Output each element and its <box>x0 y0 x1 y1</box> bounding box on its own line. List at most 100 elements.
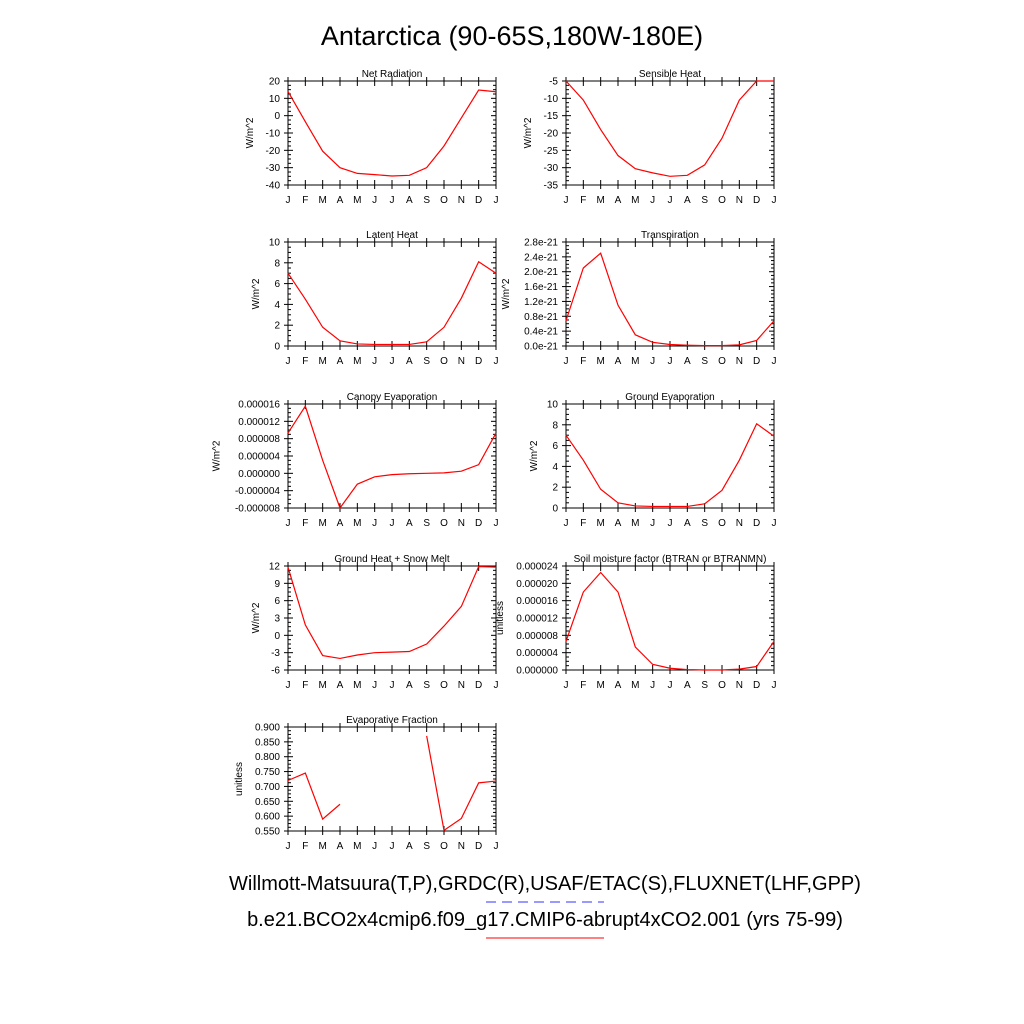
panel-4: Transpiration W/m^2 0.0e-21 0.4e-21 0.8e-21 1… <box>501 230 777 367</box>
x-tick-label: M <box>596 195 604 206</box>
x-tick-label: F <box>580 356 586 367</box>
x-tick-label: J <box>494 195 499 206</box>
x-tick-label: A <box>615 356 622 367</box>
x-tick-label: M <box>318 841 326 852</box>
plot-frame <box>287 403 497 509</box>
x-tick-label: F <box>580 680 586 691</box>
x-tick-label: O <box>440 680 448 691</box>
panel-8: Soil moisture factor (BTRAN or BTRANMN) u… <box>495 554 776 691</box>
x-tick-label: J <box>372 195 377 206</box>
x-tick-label: D <box>475 195 482 206</box>
x-tick-label: O <box>718 680 726 691</box>
x-tick-label: M <box>353 356 361 367</box>
x-tick-label: J <box>372 356 377 367</box>
x-tick-label: J <box>390 841 395 852</box>
y-tick-label: 2 <box>274 321 280 332</box>
legend-label-2: b.e21.BCO2x4cmip6.f09_g17.CMIP6-abrupt4x… <box>247 909 843 931</box>
y-tick-label: 10 <box>269 238 281 249</box>
y-tick-label: 0.000012 <box>516 614 558 625</box>
x-tick-label: J <box>650 356 655 367</box>
plot-frame <box>287 726 497 832</box>
x-tick-label: D <box>753 680 760 691</box>
series-line <box>287 772 341 821</box>
y-tick-label: 9 <box>274 579 280 590</box>
x-tick-label: M <box>318 518 326 529</box>
x-tick-label: S <box>701 195 708 206</box>
x-tick-label: A <box>337 518 344 529</box>
plot-frame <box>287 241 497 347</box>
plot-frame <box>565 565 775 671</box>
panel-5: Canopy Evaporation W/m^2 -0.000008 -0.00000… <box>212 392 499 529</box>
x-tick-label: M <box>353 680 361 691</box>
y-tick-label: 0 <box>274 342 280 353</box>
y-tick-label: 0 <box>552 504 558 515</box>
y-tick-label: 4 <box>274 300 280 311</box>
x-tick-label: A <box>615 195 622 206</box>
x-tick-label: J <box>668 195 673 206</box>
y-axis-label: W/m^2 <box>501 278 512 309</box>
x-tick-label: A <box>406 518 413 529</box>
y-tick-label: -20 <box>266 146 281 157</box>
x-tick-label: O <box>440 518 448 529</box>
y-axis-label: W/m^2 <box>245 117 256 148</box>
x-tick-label: M <box>318 356 326 367</box>
x-tick-label: D <box>475 841 482 852</box>
y-tick-label: 0.000004 <box>238 452 280 463</box>
y-tick-label: 1.6e-21 <box>524 282 558 293</box>
series-line <box>565 571 775 671</box>
x-tick-label: F <box>580 195 586 206</box>
panel-title: Evaporative Fraction <box>346 715 438 726</box>
series-line <box>426 735 497 832</box>
x-tick-label: M <box>596 356 604 367</box>
x-tick-label: F <box>302 195 308 206</box>
y-tick-label: 0.900 <box>255 723 280 734</box>
y-axis-label: W/m^2 <box>251 278 262 309</box>
panel-title: Net Radiation <box>362 69 423 80</box>
y-tick-label: 0.850 <box>255 737 280 748</box>
x-tick-label: D <box>475 680 482 691</box>
x-tick-label: O <box>440 195 448 206</box>
y-tick-label: 12 <box>269 562 281 573</box>
x-tick-label: A <box>406 195 413 206</box>
y-tick-label: 0.700 <box>255 782 280 793</box>
x-tick-label: J <box>668 680 673 691</box>
y-tick-label: 0.000008 <box>238 434 280 445</box>
x-tick-label: M <box>596 518 604 529</box>
y-tick-label: 8 <box>274 258 280 269</box>
panel-title: Ground Heat + Snow Melt <box>334 554 450 565</box>
plot-frame <box>287 565 497 671</box>
x-tick-label: S <box>423 195 430 206</box>
x-tick-label: J <box>286 195 291 206</box>
x-tick-label: N <box>458 680 465 691</box>
plot-frame <box>565 241 775 347</box>
x-tick-label: J <box>668 518 673 529</box>
y-tick-label: 0.000012 <box>238 417 280 428</box>
y-tick-label: 0.000016 <box>516 596 558 607</box>
plot-frame <box>287 80 497 186</box>
y-tick-label: 6 <box>274 596 280 607</box>
y-tick-label: -0.000004 <box>235 486 280 497</box>
x-tick-label: F <box>302 680 308 691</box>
x-tick-label: S <box>423 680 430 691</box>
y-tick-label: 8 <box>552 420 558 431</box>
x-tick-label: S <box>423 356 430 367</box>
y-tick-label: -30 <box>544 163 559 174</box>
x-tick-label: O <box>440 356 448 367</box>
x-tick-label: D <box>475 518 482 529</box>
x-tick-label: N <box>458 518 465 529</box>
y-tick-label: -10 <box>544 94 559 105</box>
panel-9: Evaporative Fraction unitless 0.550 0.600 0.… <box>234 715 499 852</box>
series-line <box>287 260 497 346</box>
x-tick-label: S <box>423 518 430 529</box>
y-tick-label: 0.000024 <box>516 562 558 573</box>
x-tick-label: S <box>423 841 430 852</box>
legend: Willmott-Matsuura(T,P),GRDC(R),USAF/ETAC… <box>229 873 861 939</box>
y-tick-label: 0.000020 <box>516 579 558 590</box>
x-tick-label: S <box>701 680 708 691</box>
x-tick-label: A <box>337 680 344 691</box>
x-tick-label: M <box>631 518 639 529</box>
y-axis-label: W/m^2 <box>523 117 534 148</box>
figure-title: Antarctica (90-65S,180W-180E) <box>321 21 703 51</box>
